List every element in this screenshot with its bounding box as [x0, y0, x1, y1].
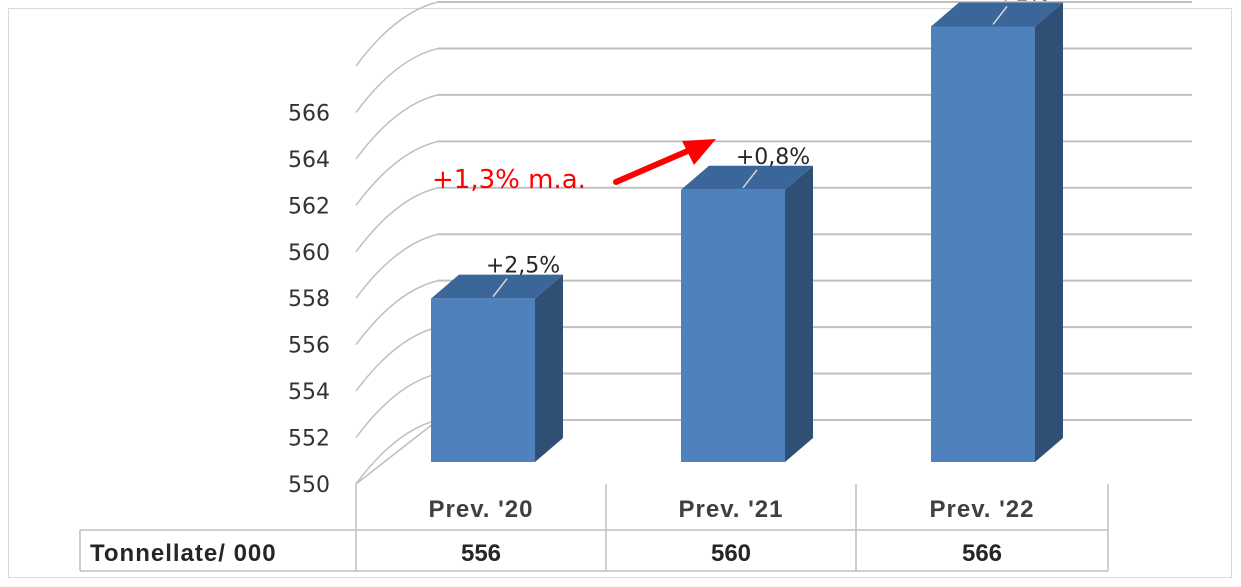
gridline-depth: [355, 140, 439, 206]
gridline-depth: [355, 326, 439, 392]
table-value: 566: [962, 540, 1002, 567]
gridline-depth: [355, 372, 439, 439]
y-tick-label: 560: [288, 241, 330, 266]
leader-line: [992, 5, 1008, 25]
gridline-depth: [355, 94, 439, 160]
growth-annotation: +1,3% m.a.: [432, 165, 586, 195]
gridlines: [355, 1, 1192, 485]
data-table: Prev. '20 556 Prev. '21 560 Prev. '22 566 Tonn…: [79, 484, 1109, 572]
chart-frame: [8, 8, 1232, 578]
data-label: +2,5%: [486, 254, 560, 279]
table-row-header: Tonnellate/ 000: [90, 540, 277, 567]
bar-top: [431, 274, 563, 299]
x-category-label: Prev. '21: [679, 496, 784, 523]
gridline-depth: [355, 187, 439, 253]
gridline-depth: [355, 279, 439, 346]
bar-front: [931, 26, 1035, 462]
y-tick-label: 552: [288, 427, 330, 452]
leader-line: [742, 169, 758, 189]
gridline-depth: [355, 233, 439, 299]
bar: [431, 274, 563, 462]
bar-top: [931, 2, 1063, 27]
bar-top: [681, 165, 813, 190]
floor-edge: [355, 419, 439, 485]
y-axis-ticks: 550 552 554 556 558 560 562 564 566: [288, 101, 330, 498]
y-tick-label: 562: [288, 194, 330, 219]
bar: [931, 2, 1063, 462]
data-label: +1%: [996, 0, 1049, 6]
gridline-depth: [355, 47, 439, 113]
bar-side: [785, 165, 813, 462]
growth-arrow-icon: [613, 139, 716, 185]
y-tick-label: 556: [288, 334, 330, 359]
x-category-label: Prev. '20: [429, 496, 534, 523]
y-tick-label: 564: [288, 148, 330, 173]
bar-side: [535, 274, 563, 462]
table-value: 556: [461, 540, 501, 567]
bars: [431, 2, 1063, 462]
y-tick-label: 558: [288, 287, 330, 312]
data-label: +0,8%: [736, 145, 810, 170]
bar: [681, 165, 813, 462]
gridline-depth: [355, 1, 439, 67]
bar-side: [1035, 2, 1063, 462]
table-value: 560: [711, 540, 751, 567]
leader-line: [492, 278, 508, 298]
gridline-depth: [355, 419, 439, 485]
bar-front: [681, 189, 785, 462]
data-labels: +2,5% +0,8% +1%: [486, 0, 1050, 279]
y-tick-label: 554: [288, 380, 330, 405]
x-category-label: Prev. '22: [930, 496, 1035, 523]
y-tick-label: 566: [288, 101, 330, 126]
y-tick-label: 550: [288, 473, 330, 498]
bar-front: [431, 298, 535, 462]
